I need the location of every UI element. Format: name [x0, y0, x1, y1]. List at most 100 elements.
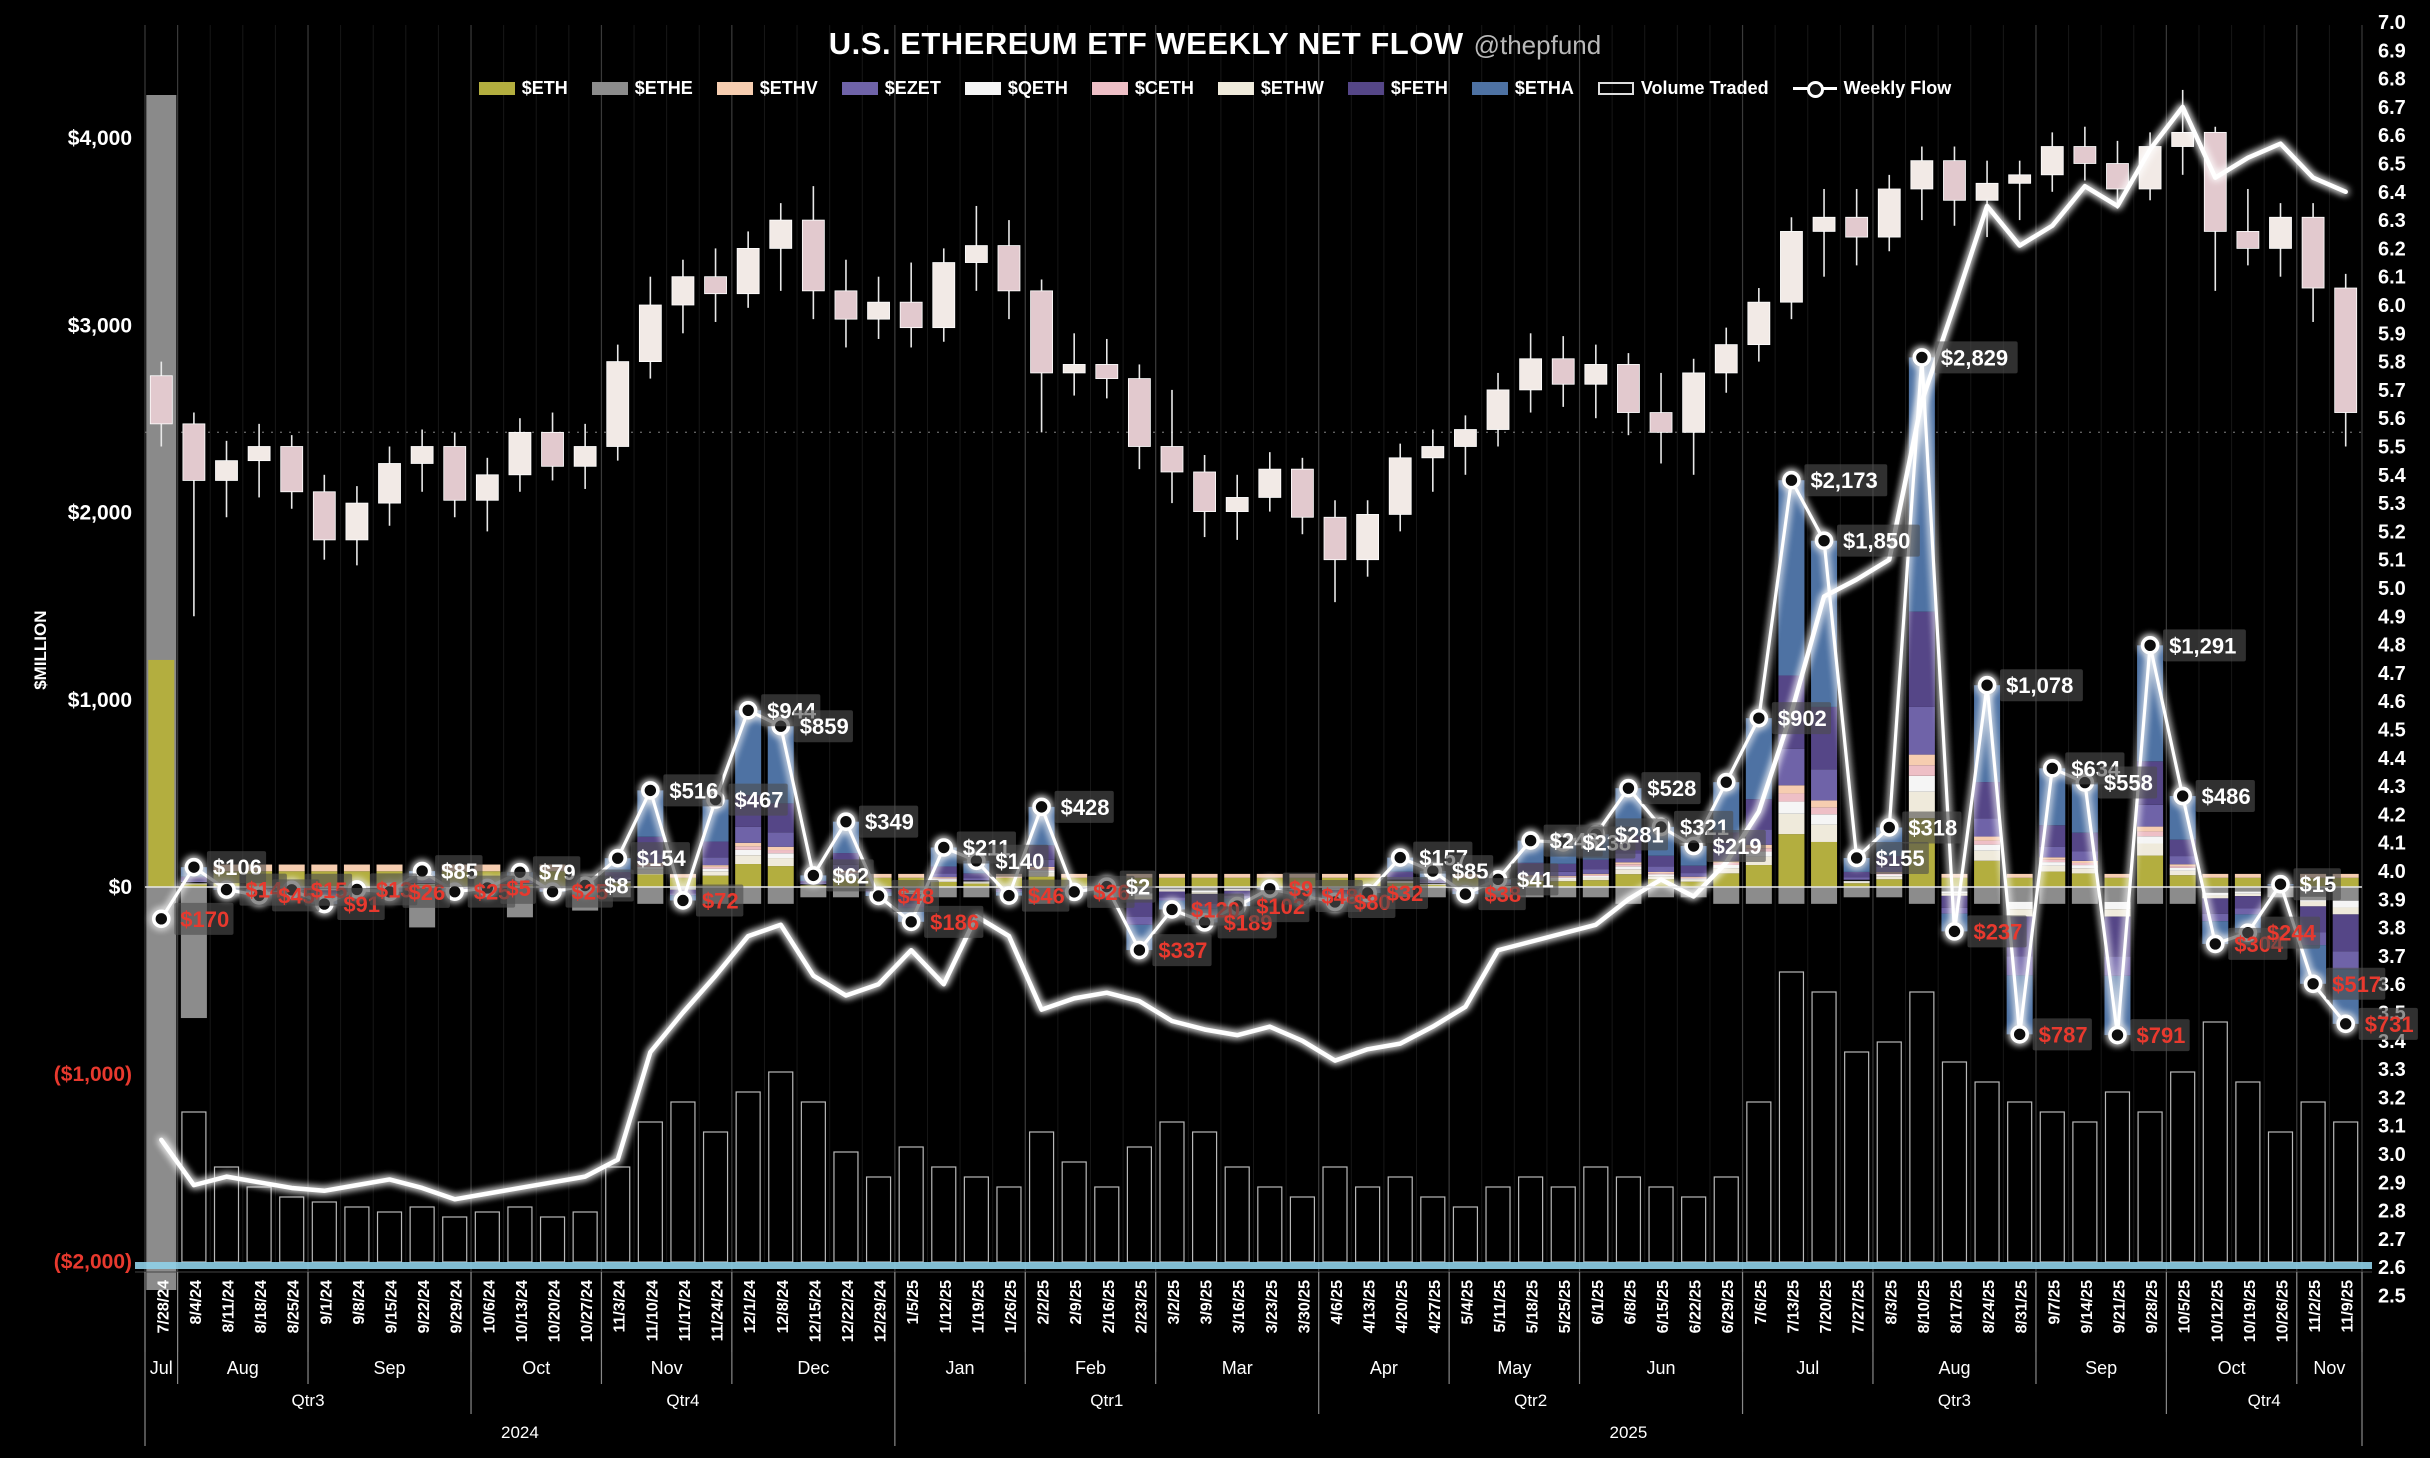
right-axis-tick: 5.9	[2378, 323, 2406, 345]
flow-bar-segment	[2104, 901, 2131, 910]
volume-bar	[2300, 1101, 2326, 1263]
flow-bar-segment	[1974, 844, 2001, 851]
right-axis-tick: 5.2	[2378, 521, 2406, 543]
accent-strip	[135, 1262, 2372, 1269]
right-axis-tick: 2.7	[2378, 1229, 2406, 1251]
flow-bar-segment	[1843, 883, 1870, 887]
left-axis-tick: $4,000	[68, 127, 132, 150]
flow-bar-segment	[2169, 887, 2196, 904]
right-axis-tick: 6.4	[2378, 182, 2407, 204]
flow-marker	[1032, 797, 1051, 817]
flow-bar-segment	[1126, 916, 1153, 925]
flow-bar-segment	[2137, 855, 2164, 887]
year-label: 2024	[501, 1423, 539, 1442]
date-label: 5/4/25	[1459, 1280, 1476, 1325]
right-axis-tick: 6.9	[2378, 40, 2406, 62]
flow-bar-segment	[702, 866, 729, 869]
flow-label: $62	[832, 863, 869, 888]
flow-marker	[2140, 636, 2160, 655]
flow-bar-segment	[1941, 873, 1968, 878]
date-label: 8/3/25	[1883, 1280, 1900, 1325]
date-label: 6/15/25	[1655, 1280, 1672, 1333]
year-label: 2025	[1610, 1423, 1648, 1442]
flow-bar-segment	[735, 864, 762, 887]
candle-body-up	[1388, 457, 1412, 515]
flow-label: $467	[735, 788, 784, 813]
flow-bar-segment	[1582, 887, 1609, 898]
flow-marker	[217, 880, 236, 899]
flow-marker	[2303, 974, 2323, 994]
right-axis-tick: 3.1	[2378, 1116, 2406, 1138]
date-label: 11/10/24	[644, 1280, 661, 1342]
legend-item-ceth: $CETH	[1091, 78, 1194, 99]
flow-bar-segment	[2169, 875, 2196, 887]
flow-bar-segment	[2169, 839, 2196, 857]
flow-label: $731	[2365, 1012, 2414, 1037]
date-label: 8/10/25	[1916, 1280, 1933, 1333]
volume-bar	[1811, 991, 1837, 1263]
volume-bar	[2267, 1131, 2294, 1263]
volume-bar	[2072, 1121, 2098, 1263]
flow-bar-segment	[2169, 867, 2196, 871]
candle-body-down	[1845, 216, 1869, 238]
date-label: 1/19/25	[970, 1280, 987, 1333]
flow-label: $428	[1061, 795, 1110, 820]
flow-marker	[1162, 900, 1182, 919]
flow-marker	[1782, 470, 1801, 490]
candle-body-up	[1975, 182, 1999, 201]
volume-bar	[833, 1151, 859, 1263]
flow-bar-segment	[1158, 889, 1185, 891]
candle-body-up	[1258, 468, 1282, 498]
flow-label: $170	[180, 907, 229, 932]
flow-bar-segment	[930, 877, 957, 878]
axes: $4,000 $3,000 $2,000 $1,000 $0 ($1,000) ($2,00…	[31, 12, 2407, 1308]
flow-bar-segment	[1191, 887, 1218, 891]
flow-bar-segment	[1680, 877, 1707, 879]
flow-bar-segment	[963, 873, 990, 879]
left-axis-tick: ($1,000)	[54, 1063, 132, 1086]
right-axis-tick: 4.6	[2378, 691, 2406, 713]
flow-label-chip	[1837, 524, 1920, 557]
right-axis-tick: 5.4	[2378, 465, 2407, 487]
candle-body-down	[1030, 290, 1053, 374]
volume-bar	[865, 1176, 892, 1263]
flow-marker	[152, 909, 171, 929]
flow-bar-segment	[1713, 873, 1740, 887]
flow-bar-segment	[2234, 893, 2261, 897]
volume-bar	[279, 1196, 305, 1263]
candle-body-down	[1617, 364, 1640, 413]
flow-bar-segment	[2071, 851, 2098, 861]
flow-bar-segment	[1680, 879, 1707, 882]
right-axis-tick: 3.7	[2378, 946, 2406, 968]
flow-bar-segment	[1582, 875, 1609, 878]
volume-bar	[1713, 1176, 1739, 1263]
date-label: 4/13/25	[1362, 1280, 1379, 1333]
candle-body-up	[932, 262, 956, 329]
legend-label: Volume Traded	[1640, 78, 1769, 98]
flow-bar-segment	[1615, 887, 1642, 904]
flow-bar-segment	[702, 868, 729, 872]
date-label: 10/13/24	[514, 1280, 531, 1342]
flow-bar-segment	[1680, 865, 1707, 874]
flow-bar-segment	[180, 884, 207, 887]
flow-bar-segment	[1354, 877, 1381, 887]
date-label: 9/8/24	[351, 1280, 368, 1325]
flow-marker	[738, 700, 758, 720]
volume-bar	[572, 1211, 598, 1263]
candle-body-up	[606, 361, 630, 447]
flow-label: $902	[1778, 706, 1827, 731]
volume-bar	[1322, 1166, 1348, 1263]
date-label: 7/28/24	[155, 1280, 172, 1333]
flow-bar-segment	[1876, 876, 1903, 880]
flow-label: $349	[865, 810, 914, 835]
volume-bar	[344, 1206, 370, 1263]
candle-body-down	[1649, 412, 1673, 433]
flow-bar-segment	[702, 871, 729, 876]
candle-body-down	[2203, 131, 2227, 232]
flow-bar-segment	[1615, 866, 1642, 870]
date-label: 9/14/25	[2079, 1280, 2096, 1333]
date-label: 7/20/25	[1818, 1280, 1835, 1333]
flow-bar-segment	[898, 873, 925, 878]
flow-label: $9	[1289, 877, 1313, 902]
volume-bar	[1028, 1131, 1055, 1263]
